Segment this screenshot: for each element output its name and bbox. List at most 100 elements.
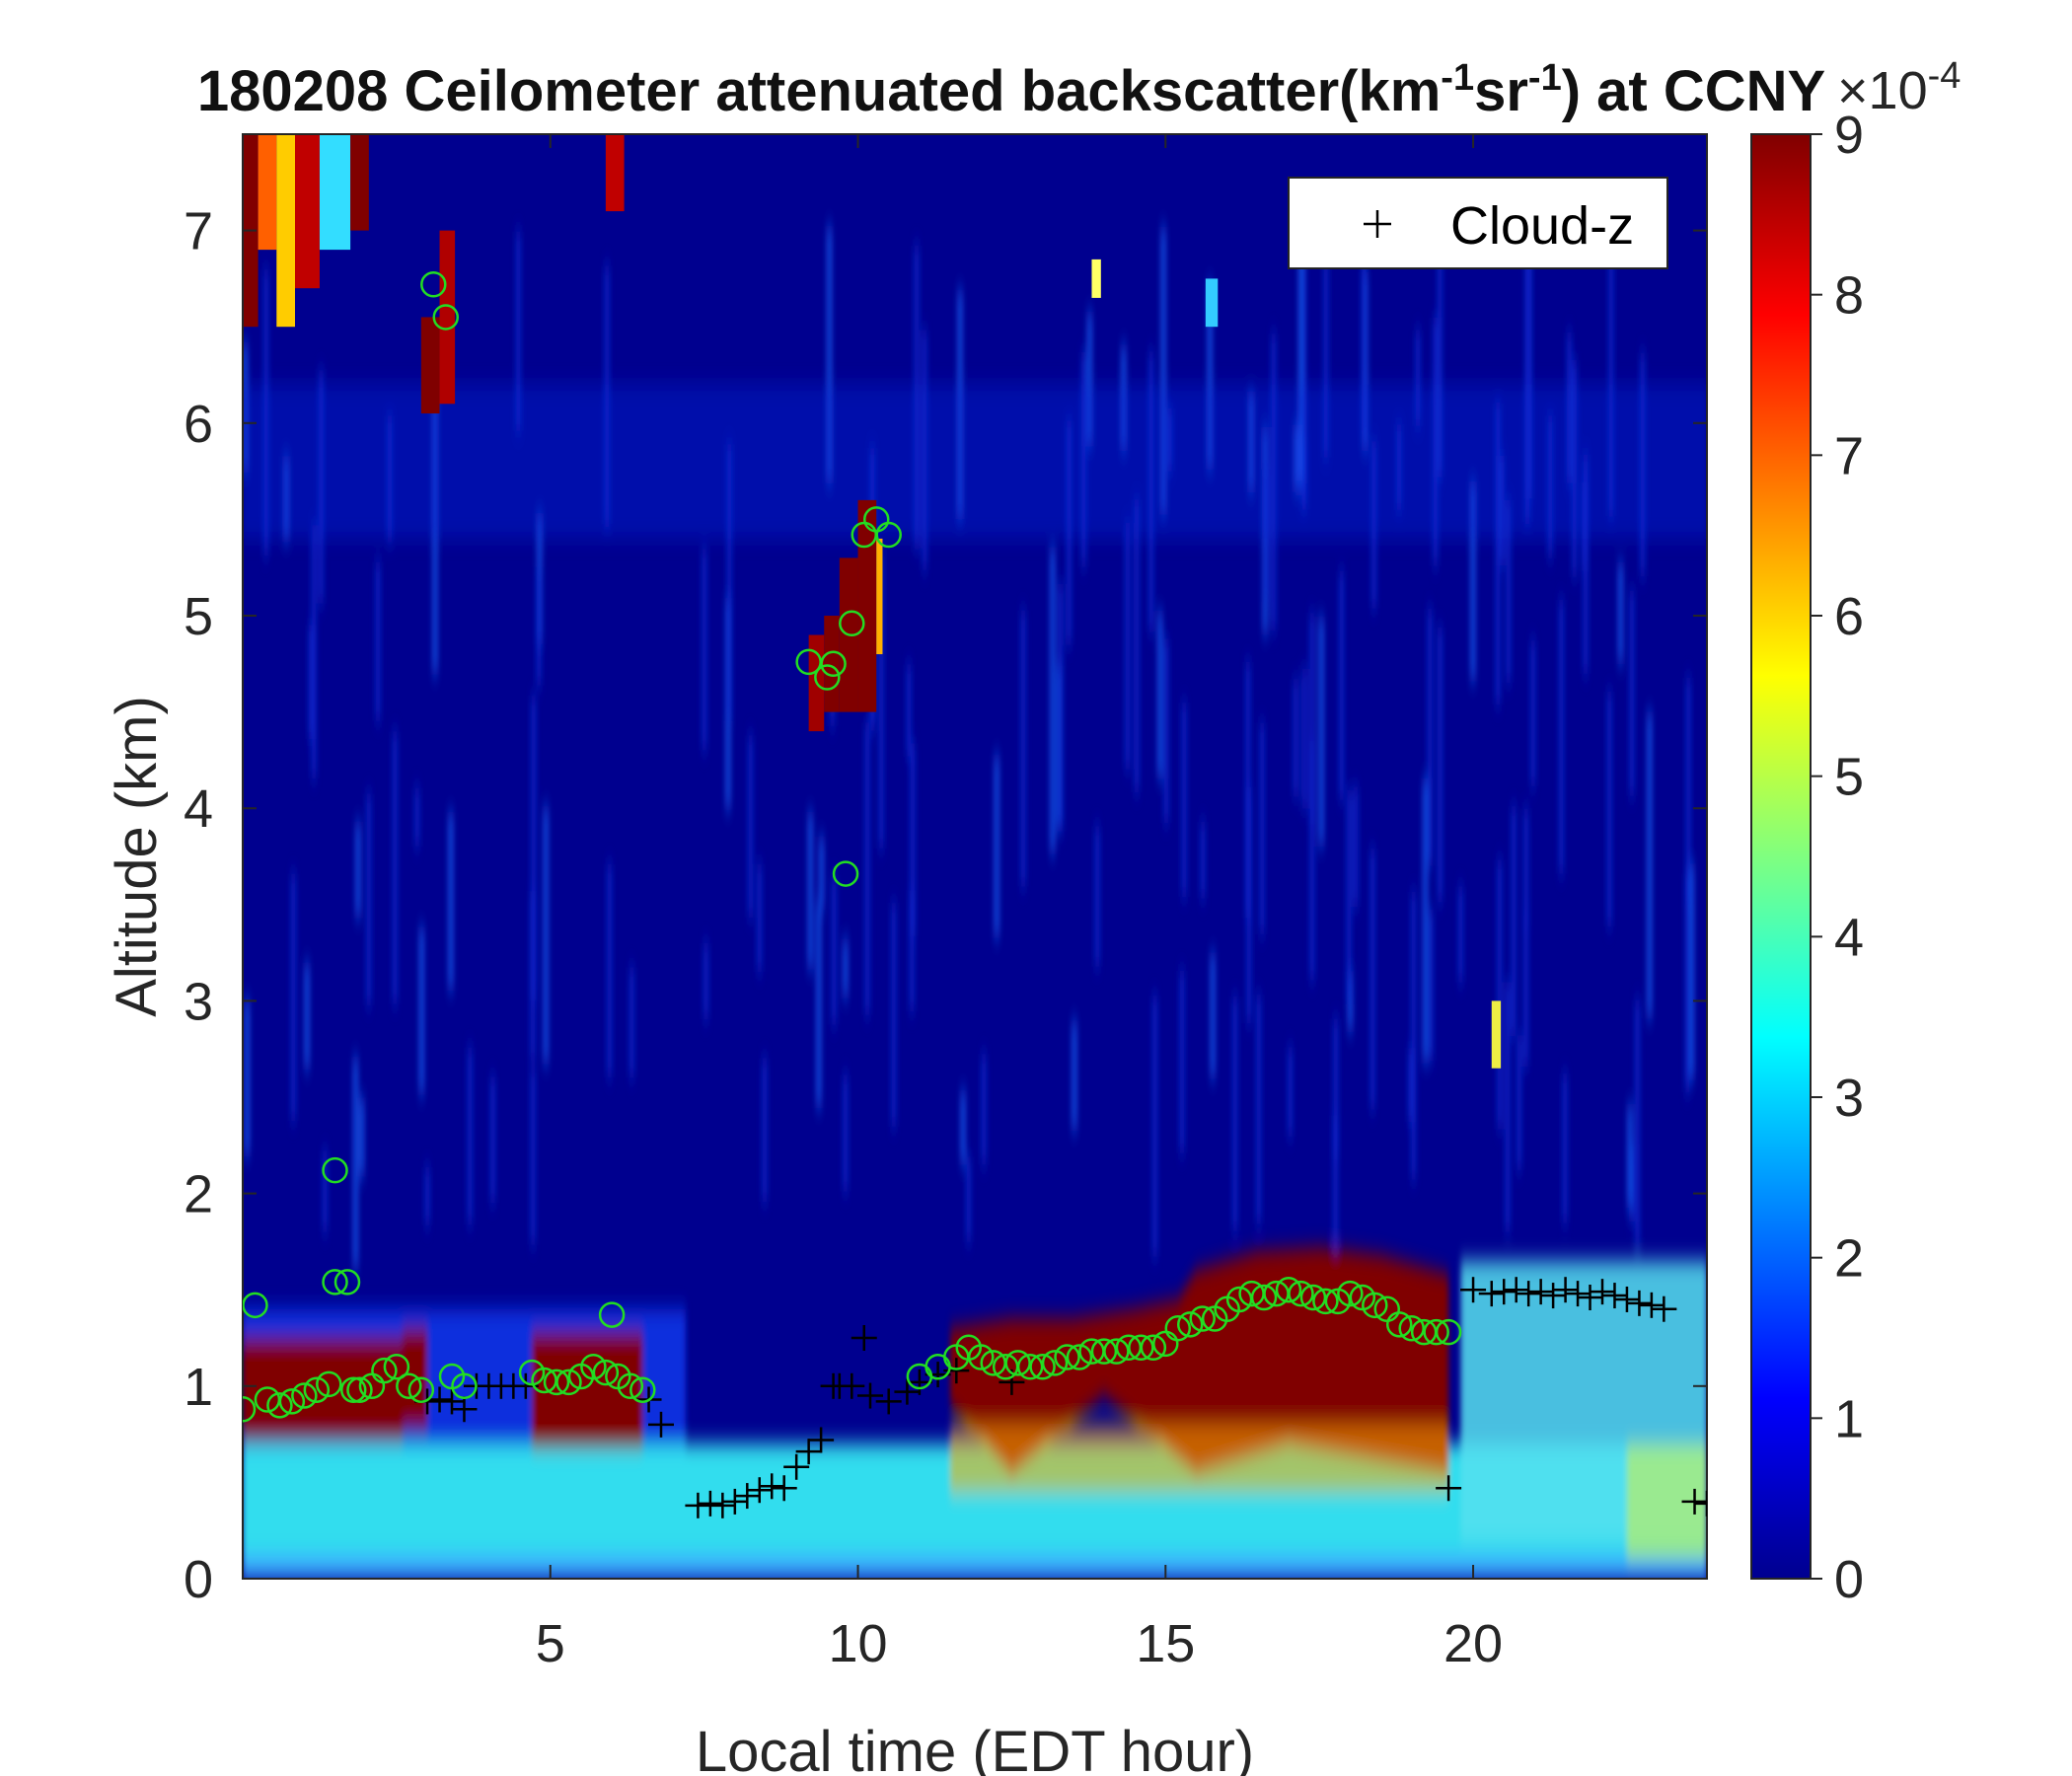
heatmap-noise-streak [1523, 915, 1529, 1068]
heatmap-noise-streak [1562, 1073, 1568, 1223]
heatmap-cloud-patch [319, 134, 351, 251]
cloud-z-point [1491, 1279, 1517, 1305]
cloud-z-point [746, 1477, 773, 1504]
circle-point [1164, 1314, 1192, 1342]
x-tick-label: 10 [828, 1614, 887, 1673]
circle-point [1435, 1318, 1462, 1346]
heatmap-noise-streak [1297, 210, 1303, 484]
heatmap-noise-streak [414, 787, 420, 847]
cloud-z-point [1626, 1290, 1653, 1316]
heatmap-noise-streak [1160, 226, 1166, 515]
heatmap-noise-streak [1200, 822, 1206, 899]
heatmap-cloud-patch [876, 538, 883, 655]
circle-point [1312, 1288, 1339, 1315]
heatmap-noise-streak [1020, 610, 1026, 887]
heatmap-cloud-patch [420, 317, 440, 414]
circle-point [580, 1354, 607, 1380]
heatmap-noise-streak [1207, 282, 1213, 470]
heatmap-cloud-patch [258, 134, 277, 251]
cloud-z-point [808, 1427, 835, 1453]
circle-point [1299, 1284, 1327, 1311]
heatmap-noise-streak [1415, 330, 1421, 426]
heatmap-cloud-patch [857, 499, 877, 712]
y-tick-label: 6 [184, 395, 213, 454]
cloud-z-point [795, 1439, 822, 1465]
circle-point [1362, 1292, 1388, 1319]
heatmap-noise-streak [1517, 1035, 1522, 1170]
cloud-z-point [721, 1488, 748, 1515]
colorbar-exponent: ×10-4 [1837, 55, 1961, 120]
heatmap-noise-streak [1495, 402, 1501, 705]
heatmap-noise-streak [308, 625, 314, 739]
cloud-z-point [1436, 1475, 1462, 1502]
cloud-z-point [906, 1369, 932, 1395]
heatmap-noise-streak [1618, 561, 1624, 664]
heatmap-noise-streak [1246, 786, 1252, 1023]
heatmap-noise-streak [1300, 234, 1306, 504]
heatmap-noise-streak [1558, 599, 1564, 874]
cloud-z-point [839, 1372, 865, 1399]
heatmap-noise-streak [1606, 691, 1612, 927]
colorbar-tick-label: 6 [1834, 587, 1864, 646]
circle-point [1103, 1338, 1130, 1365]
circle-point [839, 610, 865, 637]
heatmap-noise-streak [906, 664, 912, 757]
circle-point [1337, 1280, 1364, 1307]
x-axis-label: Local time (EDT hour) [696, 1720, 1254, 1776]
heatmap-noise-streak [1428, 909, 1434, 1062]
colorbar-ticks: 0 1 2 3 4 5 6 7 8 9 [1811, 106, 1864, 1609]
heatmap-noise-streak [418, 926, 424, 1095]
heatmap-noise-streak [1523, 808, 1529, 925]
heatmap-noise-streak [1163, 638, 1169, 824]
cloud-z-point [1516, 1281, 1542, 1307]
heatmap-noise-streak [1179, 970, 1185, 1153]
heatmap-noise-streak [530, 891, 536, 1062]
heatmap-noise-streak [966, 1156, 972, 1242]
heatmap-noise-streak [1369, 849, 1375, 1110]
heatmap-noise-streak [1086, 311, 1092, 447]
heatmap-noise-streak [1157, 611, 1163, 779]
x-tick-label: 15 [1136, 1614, 1195, 1673]
heatmap-noise-streak [355, 821, 361, 919]
cloud-z-point [1638, 1292, 1665, 1318]
heatmap-noise-streak [910, 743, 916, 936]
cloud-z-point [943, 1358, 970, 1384]
cloud-z-point [648, 1411, 674, 1438]
heatmap-cbl-transition [950, 1424, 1449, 1493]
circle-point [1275, 1276, 1302, 1303]
heatmap-noise-streak [1470, 481, 1476, 682]
x-tick-label: 5 [536, 1614, 565, 1673]
heatmap-noise-streak [1530, 640, 1536, 786]
heatmap-noise-streak [816, 902, 822, 1108]
cloud-z-point [1540, 1283, 1567, 1309]
circle-point [1128, 1334, 1154, 1362]
heatmap-noise-streak [1685, 677, 1691, 905]
colorbar-tick-label: 7 [1834, 426, 1864, 485]
heatmap-noise-streak [1301, 668, 1307, 809]
circle-point [1004, 1350, 1031, 1376]
heatmap-noise-streak [843, 938, 849, 999]
heatmap-noise-streak [981, 1054, 987, 1165]
heatmap-noise-streak [1437, 191, 1443, 478]
circle-point [333, 1269, 361, 1295]
y-tick-label: 0 [184, 1550, 213, 1609]
heatmap-noise-streak [1684, 873, 1690, 1093]
heatmap-noise-streak [1318, 616, 1324, 847]
heatmap-noise-streak [1332, 1115, 1338, 1248]
heatmap-noise-streak [1608, 219, 1614, 517]
heatmap-noise-streak [878, 551, 884, 849]
circle-point [432, 304, 460, 331]
heatmap-noise-streak [1635, 999, 1641, 1249]
heatmap-noise-streak [1058, 583, 1064, 832]
heatmap-cloud-patch [295, 134, 320, 289]
heatmap-noise-streak [1457, 886, 1463, 983]
heatmap-noise-streak [960, 1090, 966, 1165]
heatmap-cloud-patch [350, 134, 369, 231]
heatmap-cloud-patch [1205, 278, 1219, 328]
cloud-z-point [685, 1492, 711, 1518]
heatmap-cloud-patch [276, 134, 295, 328]
heatmap-cloud-patch [1491, 1000, 1502, 1069]
circle-point [555, 1369, 582, 1396]
heatmap-cloud-patch [824, 616, 840, 712]
